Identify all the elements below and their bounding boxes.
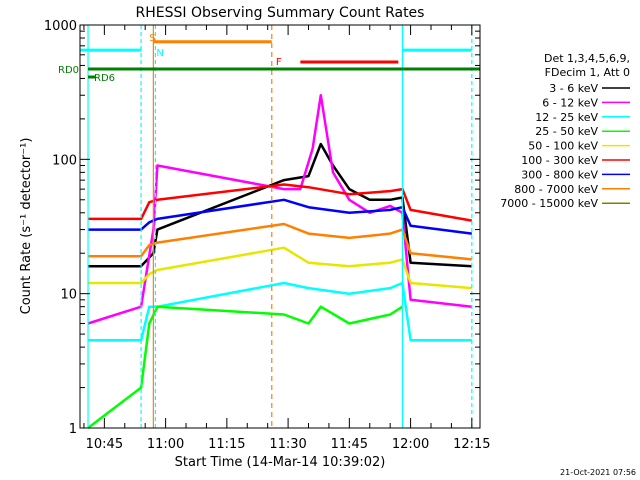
- x-tick-label-11-00: 11:00: [147, 437, 184, 452]
- x-tick-label-12-00: 12:00: [392, 437, 429, 452]
- x-tick-label-11-45: 11:45: [331, 437, 368, 452]
- series-layer: [87, 93, 473, 429]
- x-axis-label: Start Time (14-Mar-14 10:39:02): [175, 455, 386, 470]
- series-line-6-12-kev: [87, 93, 472, 325]
- marker-label-n: N: [156, 48, 163, 59]
- marker-label-rd6: RD6: [94, 73, 115, 84]
- footer-date: 21-Oct-2021 07:56: [560, 468, 636, 477]
- legend: Det 1,3,4,5,6,9, FDecim 1, Att 0 3 - 6 k…: [500, 52, 630, 210]
- legend-header-line-1: Det 1,3,4,5,6,9,: [544, 52, 630, 65]
- series-line-300-800-kev: [88, 198, 472, 235]
- axis-layer: 1 10 100 1000 10:45 11:00 11:15 11:30 11:45 12:00…: [44, 19, 491, 452]
- legend-label-800-7000-kev: 800 - 7000 keV: [514, 183, 598, 196]
- marker-label-s: S: [149, 33, 155, 44]
- y-tick-label-100: 100: [52, 153, 77, 168]
- legend-header-line-2: FDecim 1, Att 0: [545, 66, 630, 79]
- y-axis-label: Count Rate (s⁻¹ detector⁻¹): [19, 138, 34, 315]
- series-line-100-300-kev: [88, 183, 473, 222]
- x-tick-label-10-45: 10:45: [86, 437, 123, 452]
- chart-title: RHESSI Observing Summary Count Rates: [136, 5, 425, 21]
- series-line-800-7000-kev: [88, 222, 472, 261]
- legend-label-3-6-kev: 3 - 6 keV: [549, 82, 598, 95]
- x-tick-label-12-15: 12:15: [453, 437, 490, 452]
- y-tick-label-10: 10: [60, 288, 77, 303]
- marker-label-rd0: RD0: [58, 65, 79, 76]
- marker-label-f: F: [276, 57, 282, 68]
- legend-label-300-800-kev: 300 - 800 keV: [521, 168, 598, 181]
- y-tick-label-1: 1: [69, 422, 77, 437]
- series-line-50-100-kev: [88, 246, 472, 290]
- plot-frame: [79, 24, 481, 429]
- legend-label-50-100-kev: 50 - 100 keV: [528, 140, 598, 153]
- legend-label-100-300-kev: 100 - 300 keV: [521, 154, 598, 167]
- series-line-3-6-kev: [88, 142, 472, 268]
- x-tick-label-11-30: 11:30: [269, 437, 306, 452]
- legend-label-12-25-kev: 12 - 25 keV: [535, 111, 598, 124]
- series-line-12-25-kev: [88, 281, 472, 342]
- legend-label-7000-15000-kev: 7000 - 15000 keV: [500, 197, 598, 210]
- x-tick-label-11-15: 11:15: [208, 437, 245, 452]
- y-tick-label-1000: 1000: [44, 19, 77, 34]
- legend-label-25-50-kev: 25 - 50 keV: [535, 125, 598, 138]
- legend-label-6-12-kev: 6 - 12 keV: [542, 96, 598, 109]
- annotation-layer: SN F RD0 RD6: [58, 25, 480, 428]
- series-line-25-50-kev: [87, 305, 404, 429]
